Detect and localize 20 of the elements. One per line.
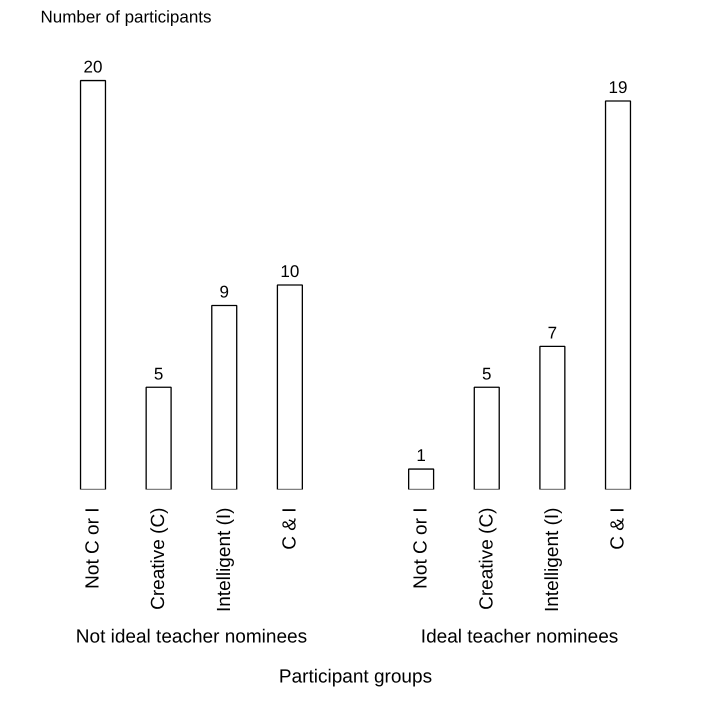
x-tick-label: Not C or I	[82, 507, 104, 589]
data-label: 7	[548, 323, 558, 342]
data-label: 5	[154, 364, 164, 384]
data-label: 20	[84, 58, 102, 77]
data-label: 9	[220, 282, 229, 302]
data-label: 5	[482, 364, 492, 384]
x-tick-label: Intelligent (I)	[214, 508, 235, 612]
data-label: 10	[280, 262, 300, 282]
text: Not ideal teacher nominees	[76, 626, 308, 648]
x-tick-label: C & I	[608, 507, 628, 550]
x-tick-label: C & I	[279, 507, 300, 550]
x-tick-label: Creative (C)	[476, 507, 498, 610]
x-tick-label: Intelligent (I)	[542, 508, 563, 612]
chart-title: Number of participants	[40, 8, 212, 26]
x-tick-label: Creative (C)	[148, 507, 170, 610]
x-axis-title: Participant groups	[278, 666, 432, 688]
x-tick-label: Not C or I	[410, 507, 432, 589]
text: Ideal teacher nominees	[420, 626, 618, 648]
data-label: 19	[608, 78, 628, 98]
data-label: 1	[416, 446, 426, 466]
